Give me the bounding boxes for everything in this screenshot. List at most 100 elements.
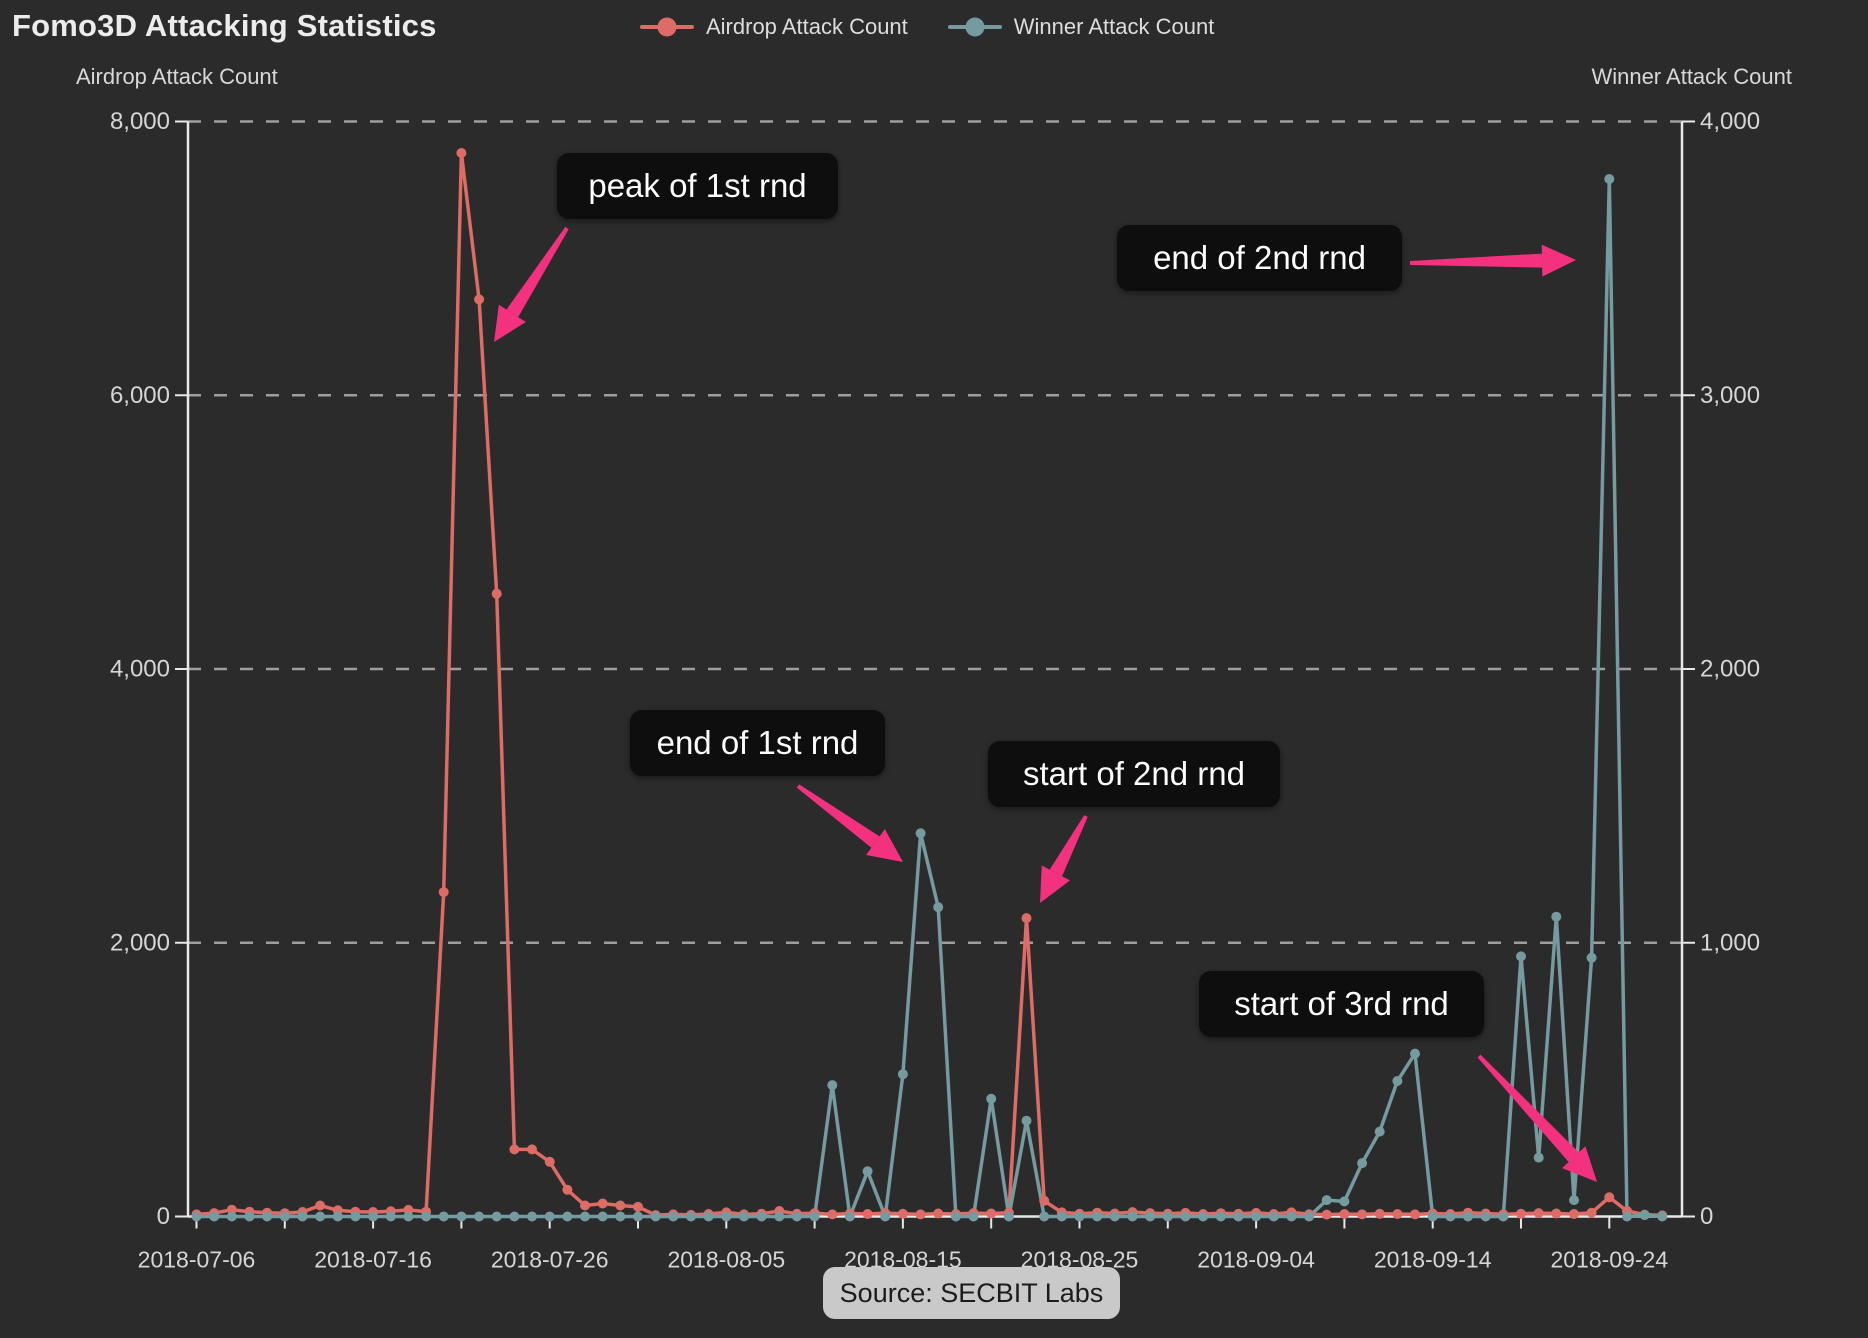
data-point-airdrop bbox=[633, 1201, 643, 1212]
data-point-winner bbox=[1092, 1211, 1103, 1222]
data-point-winner bbox=[1516, 951, 1526, 962]
data-point-airdrop bbox=[1021, 913, 1032, 924]
data-point-winner bbox=[1145, 1211, 1156, 1222]
data-point-winner bbox=[791, 1211, 802, 1222]
data-point-winner bbox=[1604, 174, 1615, 184]
source-badge: Source: SECBIT Labs bbox=[823, 1267, 1120, 1319]
annotation-arrowhead-icon bbox=[1562, 1146, 1597, 1182]
data-point-airdrop bbox=[1604, 1192, 1615, 1203]
data-point-airdrop bbox=[1392, 1209, 1403, 1219]
data-point-winner bbox=[844, 1211, 855, 1222]
x-axis-tick-label: 2018-07-16 bbox=[314, 1247, 432, 1273]
data-point-airdrop bbox=[544, 1156, 555, 1167]
data-point-winner bbox=[1321, 1195, 1332, 1206]
data-point-winner bbox=[1586, 952, 1597, 963]
right-axis-tick-label: 3,000 bbox=[1700, 382, 1760, 409]
data-point-airdrop bbox=[527, 1144, 537, 1155]
legend-dot-icon bbox=[965, 17, 985, 37]
chart-title: Fomo3D Attacking Statistics bbox=[12, 8, 437, 43]
data-point-winner bbox=[756, 1211, 767, 1222]
annotation-arrow bbox=[1409, 253, 1543, 268]
data-point-winner bbox=[1498, 1211, 1509, 1222]
annotation-start-of-3rd-rnd: start of 3rd rnd bbox=[1199, 971, 1484, 1037]
legend: Airdrop Attack Count Winner Attack Count bbox=[640, 10, 1214, 44]
data-point-airdrop bbox=[1586, 1207, 1597, 1218]
data-point-winner bbox=[1233, 1211, 1244, 1222]
data-point-winner bbox=[1639, 1210, 1650, 1221]
data-point-winner bbox=[1021, 1115, 1032, 1126]
data-point-winner bbox=[1180, 1211, 1191, 1222]
data-point-winner bbox=[809, 1211, 820, 1222]
data-point-winner bbox=[332, 1211, 343, 1222]
right-axis-tick-label: 1,000 bbox=[1700, 929, 1760, 956]
data-point-winner bbox=[1286, 1211, 1297, 1222]
data-point-airdrop bbox=[438, 887, 449, 898]
legend-item-winner[interactable]: Winner Attack Count bbox=[947, 14, 1214, 40]
data-point-airdrop bbox=[1533, 1208, 1544, 1219]
left-axis-tick-label: 4,000 bbox=[110, 656, 170, 683]
data-point-airdrop bbox=[1516, 1208, 1526, 1219]
data-point-airdrop bbox=[827, 1209, 838, 1220]
data-point-winner bbox=[297, 1211, 308, 1222]
data-point-airdrop bbox=[509, 1144, 520, 1155]
data-point-winner bbox=[862, 1166, 873, 1177]
data-point-winner bbox=[1056, 1211, 1067, 1222]
data-point-winner bbox=[933, 902, 944, 913]
data-point-winner bbox=[968, 1211, 979, 1222]
data-point-winner bbox=[1074, 1211, 1085, 1222]
airdrop-legend-marker-icon bbox=[640, 17, 694, 37]
data-point-winner bbox=[880, 1211, 891, 1222]
annotation-arrow bbox=[1477, 1054, 1579, 1162]
data-point-winner bbox=[456, 1211, 467, 1222]
data-point-winner bbox=[1162, 1211, 1173, 1222]
data-point-winner bbox=[1410, 1048, 1420, 1059]
data-point-winner bbox=[191, 1211, 202, 1222]
data-point-winner bbox=[686, 1211, 696, 1222]
data-point-airdrop bbox=[933, 1208, 944, 1219]
data-point-winner bbox=[368, 1211, 379, 1222]
data-point-winner bbox=[774, 1211, 785, 1222]
data-point-winner bbox=[385, 1211, 396, 1222]
annotation-arrow bbox=[506, 226, 569, 318]
data-point-winner bbox=[1622, 1211, 1632, 1222]
data-point-winner bbox=[474, 1211, 485, 1222]
data-point-winner bbox=[827, 1080, 838, 1091]
annotation-end-of-1st-rnd: end of 1st rnd bbox=[630, 710, 885, 776]
left-axis-title: Airdrop Attack Count bbox=[76, 64, 278, 89]
data-point-winner bbox=[1569, 1195, 1579, 1206]
data-point-winner bbox=[633, 1211, 643, 1222]
left-axis-tick-label: 6,000 bbox=[110, 382, 170, 409]
x-axis-tick-label: 2018-09-24 bbox=[1550, 1247, 1668, 1273]
data-point-winner bbox=[1109, 1211, 1120, 1222]
legend-item-airdrop[interactable]: Airdrop Attack Count bbox=[640, 14, 908, 40]
right-axis-tick-label: 4,000 bbox=[1700, 108, 1760, 135]
data-point-winner bbox=[1445, 1211, 1456, 1222]
data-point-winner bbox=[597, 1211, 608, 1222]
data-point-winner bbox=[1533, 1152, 1544, 1163]
series-winner-line bbox=[194, 177, 1665, 1219]
data-point-winner bbox=[1251, 1211, 1262, 1222]
data-point-winner bbox=[1339, 1196, 1350, 1207]
data-point-airdrop bbox=[1357, 1209, 1368, 1220]
data-point-winner bbox=[527, 1211, 537, 1222]
right-axis-tick-label: 2,000 bbox=[1700, 656, 1760, 683]
annotation-arrowhead-icon bbox=[1040, 865, 1071, 903]
data-point-winner bbox=[438, 1211, 449, 1222]
data-point-winner bbox=[350, 1211, 361, 1222]
data-point-airdrop bbox=[1551, 1208, 1562, 1219]
annotation-arrow bbox=[1049, 815, 1088, 877]
data-point-airdrop bbox=[1339, 1209, 1350, 1219]
x-axis-tick-label: 2018-08-05 bbox=[667, 1247, 785, 1273]
annotation-arrowhead-icon bbox=[494, 304, 526, 342]
data-point-winner bbox=[1198, 1211, 1209, 1222]
data-point-winner bbox=[915, 828, 926, 839]
left-axis-tick-label: 2,000 bbox=[110, 929, 170, 956]
data-point-winner bbox=[703, 1211, 714, 1222]
data-point-airdrop bbox=[597, 1198, 608, 1209]
data-point-airdrop bbox=[474, 294, 485, 305]
data-point-airdrop bbox=[1039, 1195, 1050, 1206]
data-point-airdrop bbox=[315, 1200, 326, 1211]
data-point-winner bbox=[1304, 1211, 1315, 1222]
data-point-winner bbox=[226, 1211, 237, 1222]
